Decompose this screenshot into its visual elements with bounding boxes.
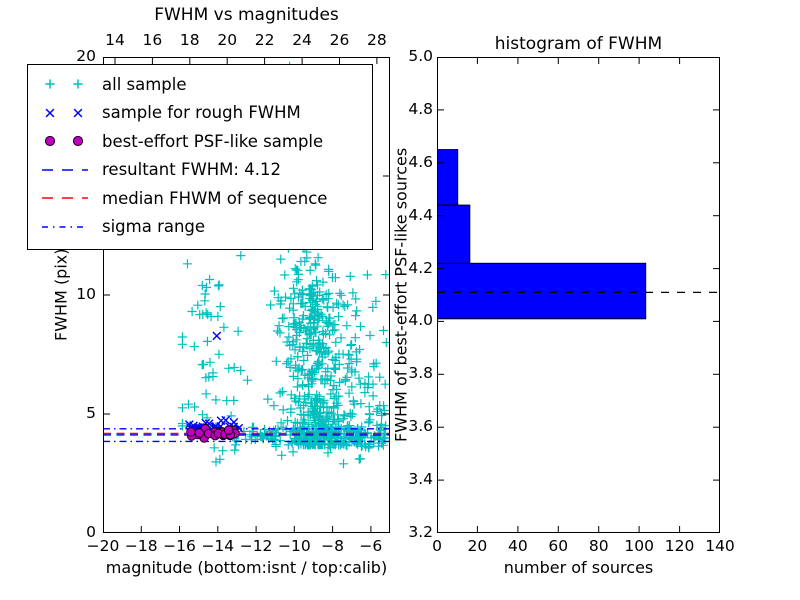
x-tick-label: 100 [624,537,654,555]
x-tick-label: 60 [548,537,569,555]
x-tick-label: −10 [277,537,311,555]
y-tick-label: 0 [86,523,96,541]
x-tick-label: −20 [86,537,120,555]
plus-markers [343,270,390,411]
circle-marker-icon [44,136,84,147]
circle-marker [194,428,204,438]
plus-markers [209,441,374,469]
top-tick-label: 14 [105,31,125,49]
legend-item-label: median FHWM of sequence [102,188,328,208]
x-tick-label: 40 [507,537,528,555]
cross-marker-icon [45,108,83,118]
y-tick-label: 4.4 [408,205,433,224]
axes-frame [437,57,720,533]
legend-item-label: best-effort PSF-like sample [102,131,324,151]
x-tick-label: −18 [124,537,158,555]
x-tick-label: 0 [432,537,442,555]
top-tick-label: 22 [254,31,275,49]
y-tick-label: 3.2 [408,523,433,541]
y-tick-label: 3.8 [408,364,433,383]
legend-item: all sample [28,70,372,99]
y-tick-label: 4.6 [408,152,433,171]
legend-item-label: resultant FWHM: 4.12 [102,160,281,180]
scatter-plot-canvas [103,57,390,533]
histogram-bar [437,204,471,264]
y-tick-label: 4.8 [408,99,433,118]
y-tick-label: 10 [76,285,96,303]
histogram-title: histogram of FWHM [494,34,663,54]
x-tick-label: −8 [321,537,345,555]
dashed-marker-icon [42,168,88,171]
x-tick-label: 120 [664,537,695,555]
y-tick-label: 5.0 [408,47,433,65]
top-tick-label: 28 [367,31,387,49]
x-tick-label: 140 [705,537,735,555]
legend-item: best-effort PSF-like sample [28,127,372,156]
legend-item: sample for rough FWHM [28,99,372,128]
legend: all sample sample for rough FWHM best-effo… [27,64,373,250]
legend-item-label: all sample [102,74,187,94]
plus-markers [342,361,390,452]
legend-item: sigma range [28,213,372,242]
y-tick-label: 5 [86,404,96,422]
top-tick-label: 24 [292,31,312,49]
series-psf-like [186,423,240,443]
legend-item: resultant FWHM: 4.12 [28,156,372,185]
y-tick-label: 20 [76,47,96,65]
top-tick-label: 16 [142,31,163,49]
dashed-marker-icon [42,197,88,200]
top-tick-label: 18 [179,31,200,49]
x-tick-label: −6 [359,537,383,555]
legend-item-label: sample for rough FWHM [102,103,301,123]
y-tick-label: 4.2 [408,258,433,277]
top-tick-label: 26 [329,31,350,49]
histogram-xlabel: number of sources [503,558,654,577]
histogram-bar [437,149,459,206]
x-tick-label: −16 [163,537,196,555]
y-tick-label: 4.0 [408,311,433,330]
x-tick-label: 20 [467,537,488,555]
x-tick-label: 80 [588,537,609,555]
histogram-plot-canvas [437,57,720,533]
histogram-bar [437,262,647,320]
histogram-bars [437,149,647,320]
circle-marker [186,427,196,437]
reference-lines [103,428,390,443]
histogram-ylabel: FWHM of best-effort PSF-like sources [391,147,411,443]
circle-marker [223,425,234,435]
legend-item: median FHWM of sequence [28,184,372,213]
dashdot-marker-icon [42,225,88,228]
x-tick-label: −14 [201,537,235,555]
scatter-title: FWHM vs magnitudes [154,5,339,25]
scatter-xlabel: magnitude (bottom:isnt / top:calib) [105,558,388,577]
x-tick-label: −12 [239,537,273,555]
y-tick-label: 3.6 [408,417,433,436]
plus-marker-icon [45,79,83,89]
legend-item-label: sigma range [102,217,206,237]
y-tick-label: 3.4 [408,470,433,489]
top-tick-label: 20 [217,31,238,49]
